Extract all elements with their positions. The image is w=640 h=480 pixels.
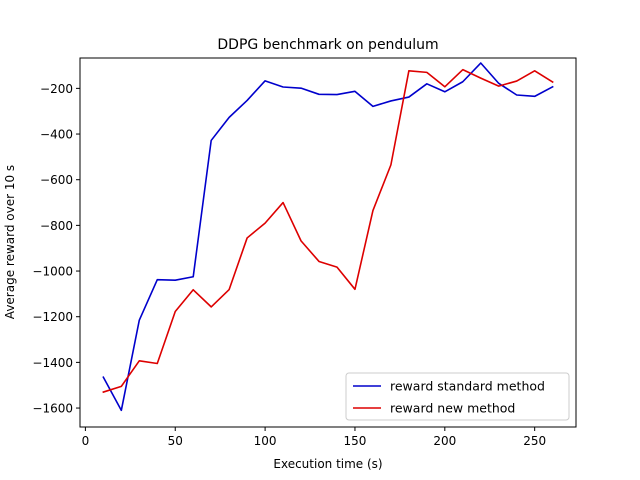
series-line-2 <box>102 68 554 394</box>
x-tick-label: 100 <box>254 434 277 448</box>
series-line-1 <box>102 62 554 412</box>
y-tick-label: −1400 <box>32 356 73 370</box>
y-axis: −1600 −1400 −1200 −1000 −800 −600 −400 −200 <box>32 82 80 416</box>
y-tick-label: −1200 <box>32 310 73 324</box>
plot-frame <box>79 57 577 428</box>
x-tick-label: 0 <box>82 434 90 448</box>
x-axis: 0 50 100 150 200 250 <box>82 427 546 448</box>
x-axis-label: Execution time (s) <box>273 457 382 471</box>
chart-title: DDPG benchmark on pendulum <box>217 37 438 53</box>
y-tick-label: −1600 <box>32 402 73 416</box>
y-tick-label: −200 <box>40 82 73 96</box>
x-tick-label: 200 <box>433 434 456 448</box>
x-tick-label: 250 <box>523 434 546 448</box>
y-tick-label: −400 <box>40 128 73 142</box>
legend-box <box>345 372 570 421</box>
series-layer <box>102 62 554 412</box>
y-axis-label: Average reward over 10 s <box>3 165 17 319</box>
y-tick-label: −800 <box>40 219 73 233</box>
legend: reward standard method reward new method <box>345 372 570 421</box>
y-tick-label: −600 <box>40 173 73 187</box>
legend-label-1: reward standard method <box>390 379 545 394</box>
x-tick-label: 150 <box>344 434 367 448</box>
y-tick-label: −1000 <box>32 265 73 279</box>
legend-label-2: reward new method <box>390 401 515 416</box>
x-tick-label: 50 <box>168 434 183 448</box>
